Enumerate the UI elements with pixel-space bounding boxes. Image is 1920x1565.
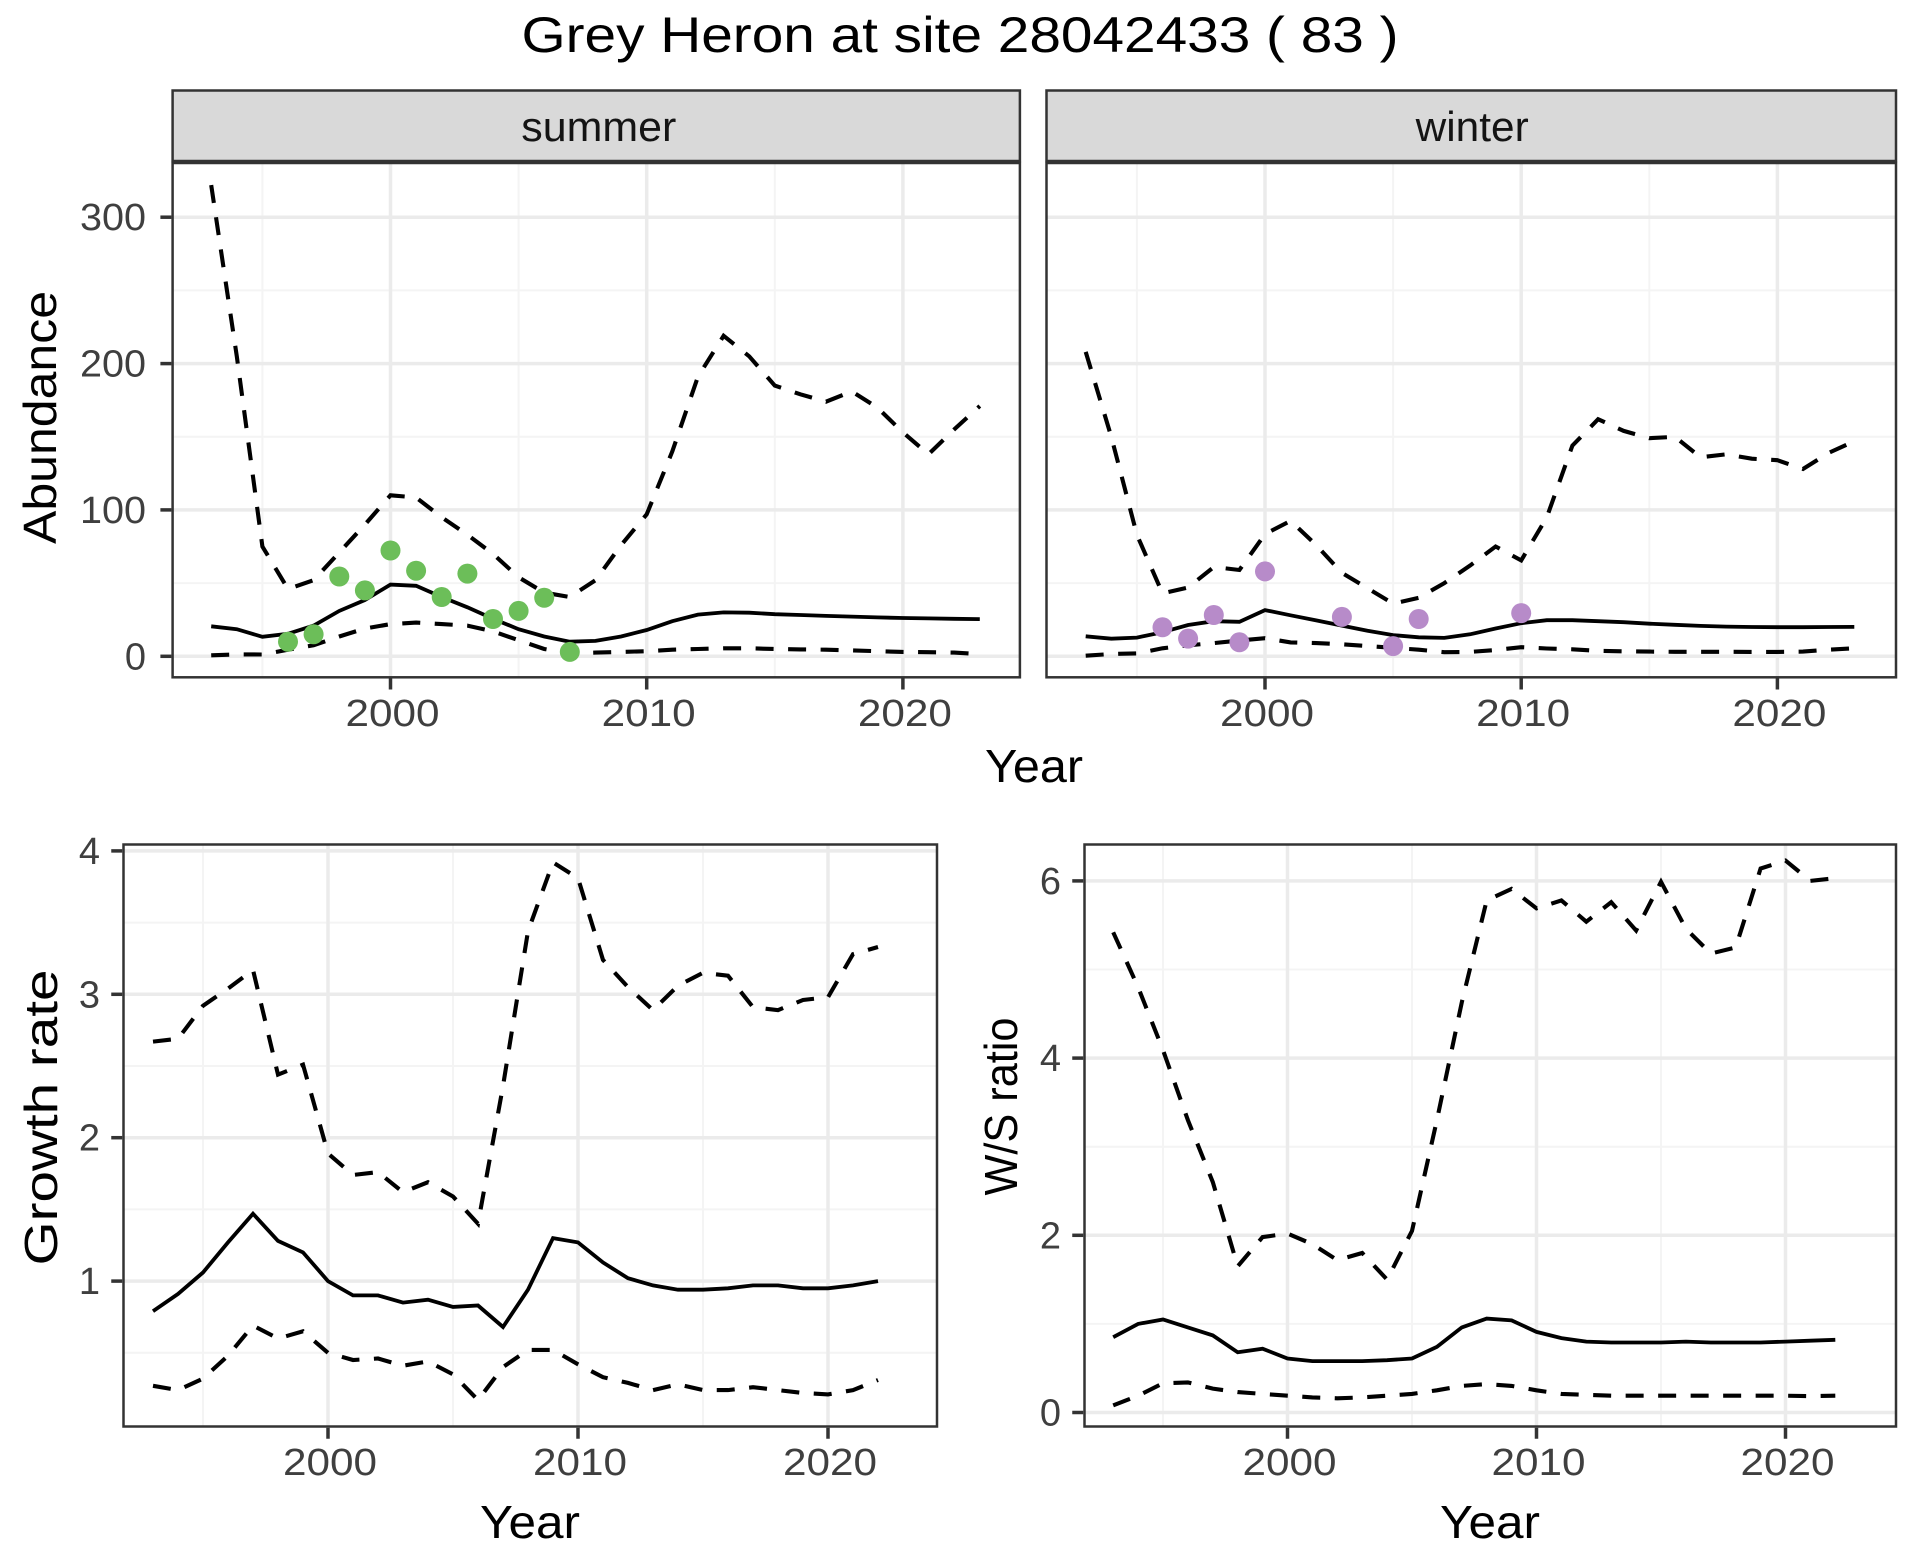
svg-text:2010: 2010 xyxy=(1492,1442,1586,1484)
svg-text:Abundance: Abundance xyxy=(14,291,66,544)
svg-text:winter: winter xyxy=(1415,103,1529,150)
svg-text:2000: 2000 xyxy=(346,693,440,735)
svg-text:W/S ratio: W/S ratio xyxy=(975,1018,1027,1196)
svg-text:2020: 2020 xyxy=(1732,693,1826,735)
svg-text:Year: Year xyxy=(480,1496,580,1548)
svg-text:Growth rate: Growth rate xyxy=(15,970,67,1266)
svg-text:2010: 2010 xyxy=(1476,693,1570,735)
svg-text:2: 2 xyxy=(1040,1215,1061,1257)
svg-text:2020: 2020 xyxy=(1741,1442,1835,1484)
svg-text:0: 0 xyxy=(125,636,146,678)
svg-text:4: 4 xyxy=(79,831,100,873)
svg-text:2000: 2000 xyxy=(283,1442,377,1484)
svg-text:300: 300 xyxy=(80,197,146,239)
svg-text:3: 3 xyxy=(79,974,100,1016)
svg-text:2: 2 xyxy=(79,1118,100,1160)
svg-text:100: 100 xyxy=(80,490,146,532)
svg-text:200: 200 xyxy=(80,344,146,386)
svg-text:Year: Year xyxy=(1440,1496,1540,1548)
svg-text:2020: 2020 xyxy=(783,1442,877,1484)
svg-text:1: 1 xyxy=(79,1261,100,1303)
svg-text:2010: 2010 xyxy=(533,1442,627,1484)
svg-text:4: 4 xyxy=(1040,1038,1061,1080)
svg-text:Year: Year xyxy=(985,740,1083,792)
svg-text:2000: 2000 xyxy=(1243,1442,1337,1484)
svg-text:0: 0 xyxy=(1040,1393,1061,1435)
svg-text:summer: summer xyxy=(521,103,676,150)
svg-text:2010: 2010 xyxy=(602,693,696,735)
svg-text:2000: 2000 xyxy=(1220,693,1314,735)
svg-text:6: 6 xyxy=(1040,861,1061,903)
svg-text:Grey Heron at site 28042433 (: Grey Heron at site 28042433 ( 83 ) xyxy=(522,7,1399,63)
svg-text:2020: 2020 xyxy=(858,693,952,735)
